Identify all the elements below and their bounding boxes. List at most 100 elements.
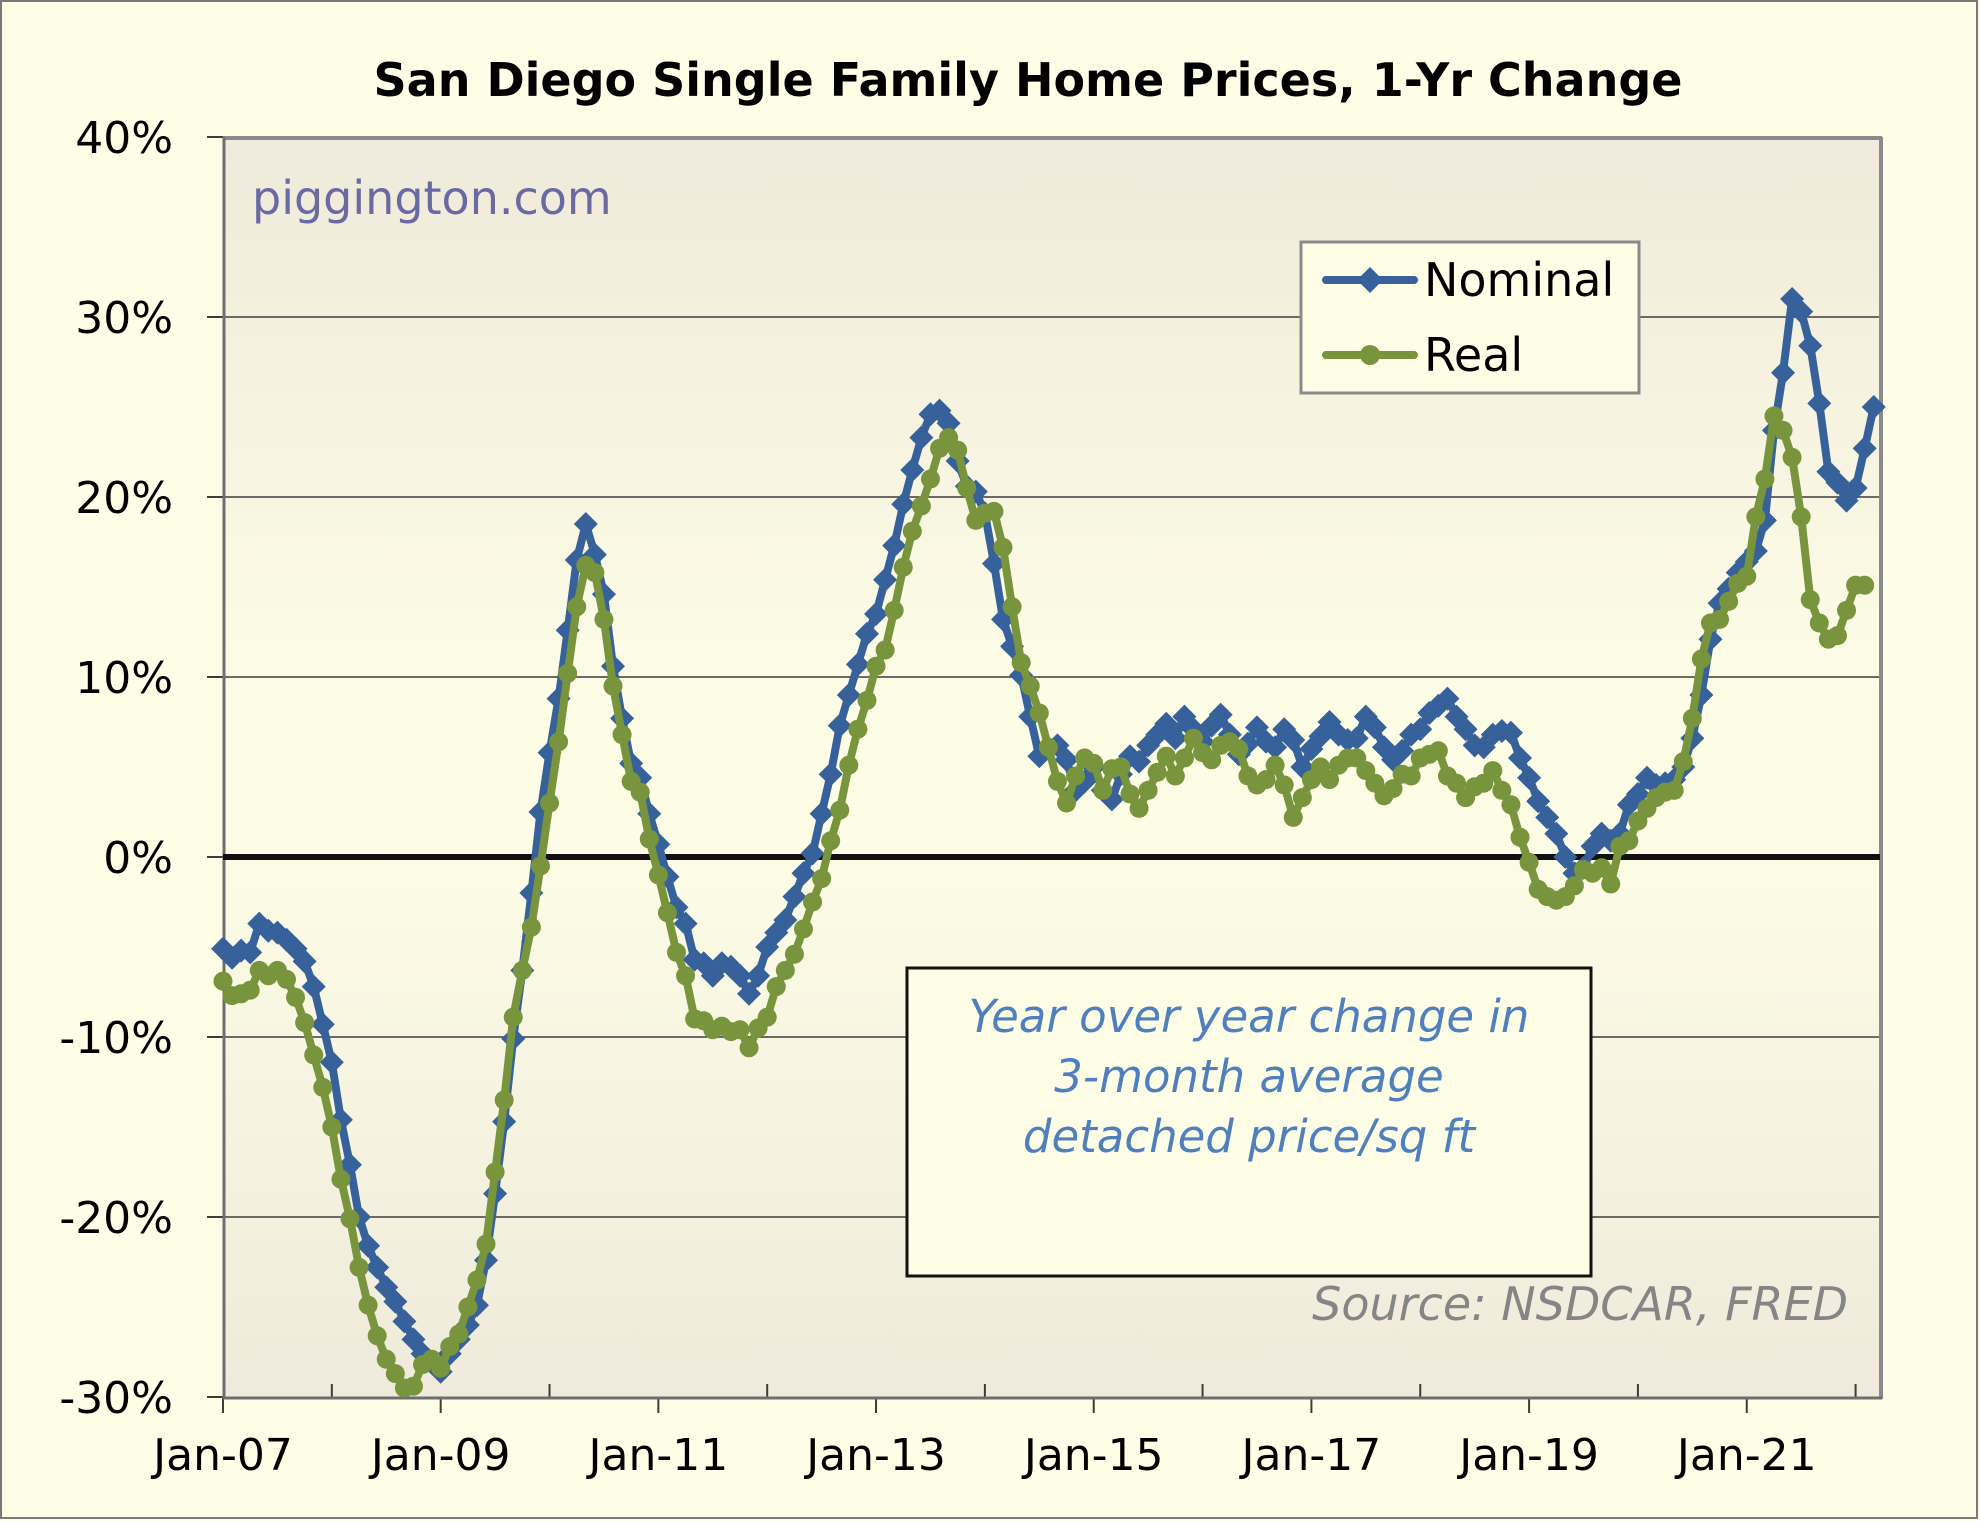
- data-point-nominal: [1054, 747, 1079, 772]
- data-point-nominal: [1807, 391, 1832, 416]
- legend-frame: [1299, 240, 1641, 395]
- data-point-real: [521, 917, 541, 937]
- data-point-real: [884, 600, 904, 620]
- data-point-real: [376, 1349, 396, 1369]
- data-point-real: [503, 1007, 523, 1027]
- x-tick-label: Jan-09: [368, 1430, 511, 1481]
- data-point-nominal: [773, 908, 798, 932]
- data-point-real: [213, 971, 233, 991]
- data-point-real: [875, 640, 895, 660]
- data-point-real: [276, 969, 296, 989]
- data-point-real: [648, 865, 668, 885]
- data-point-real: [286, 987, 306, 1007]
- y-tick-label: -10%: [59, 1013, 173, 1064]
- data-point-nominal: [1852, 436, 1877, 461]
- data-point-nominal: [1281, 728, 1306, 752]
- data-point-real: [1827, 626, 1847, 646]
- chart-title: San Diego Single Family Home Prices, 1-Y…: [374, 53, 1683, 107]
- data-point-real: [1274, 775, 1294, 795]
- data-point-real: [812, 869, 832, 889]
- data-point-real: [1428, 741, 1448, 761]
- legend: Nominal Real: [1299, 240, 1641, 395]
- data-point-nominal: [936, 411, 961, 436]
- data-point-nominal: [1798, 333, 1823, 358]
- annotation-line-1: Year over year change in: [969, 990, 1530, 1043]
- data-point-real: [739, 1038, 759, 1058]
- data-point-real: [667, 942, 686, 962]
- data-point-nominal: [1127, 749, 1152, 774]
- data-point-nominal: [1263, 735, 1288, 760]
- data-point-real: [1501, 795, 1521, 815]
- data-point-real: [1673, 752, 1693, 772]
- legend-item-nominal: Nominal: [1322, 253, 1614, 307]
- data-point-real: [1764, 406, 1784, 426]
- source-note: Source: NSDCAR, FRED: [1312, 1277, 1848, 1331]
- data-point-nominal: [1508, 746, 1533, 770]
- data-point-real: [676, 966, 696, 986]
- data-point-nominal: [1498, 720, 1523, 745]
- data-point-real: [403, 1376, 423, 1396]
- data-point-real: [1038, 737, 1058, 757]
- data-point-nominal: [1453, 717, 1478, 742]
- data-point-real: [1165, 766, 1185, 786]
- data-point-real: [803, 892, 823, 912]
- data-point-real: [1800, 590, 1820, 610]
- data-point-real: [1401, 766, 1421, 786]
- data-point-real: [1057, 793, 1077, 813]
- y-tick-label: 0%: [103, 833, 173, 884]
- data-point-real: [993, 537, 1013, 557]
- y-axis: -30% -20% -10% 0% 10% 20% 30% 40%: [59, 113, 223, 1424]
- data-point-nominal: [1362, 715, 1387, 740]
- data-point-nominal: [292, 949, 317, 974]
- data-point-nominal: [1553, 845, 1578, 869]
- data-point-nominal: [1208, 702, 1233, 727]
- data-point-real: [848, 719, 868, 739]
- data-point-real: [1855, 575, 1875, 595]
- data-point-nominal: [873, 567, 898, 592]
- data-point-real: [295, 1013, 315, 1033]
- data-point-real: [1619, 831, 1639, 851]
- data-point-real: [1773, 420, 1793, 440]
- data-point-real: [1283, 807, 1303, 827]
- data-point-real: [530, 856, 550, 876]
- data-point-real: [1084, 753, 1104, 773]
- data-point-nominal: [727, 963, 752, 988]
- data-point-real: [630, 782, 650, 802]
- data-point-real: [1093, 780, 1113, 800]
- data-point-real: [830, 800, 850, 820]
- data-point-real: [821, 831, 841, 851]
- data-point-nominal: [573, 512, 598, 536]
- data-point-real: [1020, 676, 1040, 696]
- data-point-nominal: [1163, 726, 1188, 751]
- y-tick-label: 20%: [75, 473, 173, 524]
- data-point-real: [458, 1297, 478, 1317]
- data-point-nominal: [737, 981, 762, 1006]
- x-tick-label: Jan-17: [1239, 1430, 1382, 1481]
- data-point-real: [1129, 798, 1149, 818]
- data-point-nominal: [1789, 299, 1814, 324]
- data-point-real: [349, 1257, 369, 1277]
- data-point-nominal: [782, 884, 807, 909]
- data-point-nominal: [319, 1050, 344, 1075]
- data-point-nominal: [827, 713, 852, 738]
- data-point-real: [1483, 761, 1503, 781]
- data-point-nominal: [1825, 470, 1850, 495]
- data-point-real: [757, 1007, 777, 1027]
- data-point-real: [984, 501, 1004, 521]
- y-tick-label: 10%: [75, 653, 173, 704]
- data-point-real: [1256, 770, 1276, 790]
- data-point-real: [594, 609, 614, 629]
- data-point-real: [1837, 600, 1857, 620]
- data-point-real: [449, 1324, 469, 1344]
- legend-marker-nominal: [1357, 267, 1383, 293]
- watermark: piggington.com: [252, 171, 612, 225]
- data-point-real: [1320, 770, 1340, 790]
- data-point-real: [1120, 784, 1140, 804]
- data-point-nominal: [365, 1255, 390, 1280]
- data-point-nominal: [301, 974, 326, 999]
- data-point-nominal: [238, 940, 263, 965]
- data-point-real: [1519, 852, 1539, 872]
- data-point-real: [1111, 757, 1131, 777]
- x-tick-label: Jan-07: [150, 1430, 293, 1481]
- data-point-real: [1147, 762, 1167, 782]
